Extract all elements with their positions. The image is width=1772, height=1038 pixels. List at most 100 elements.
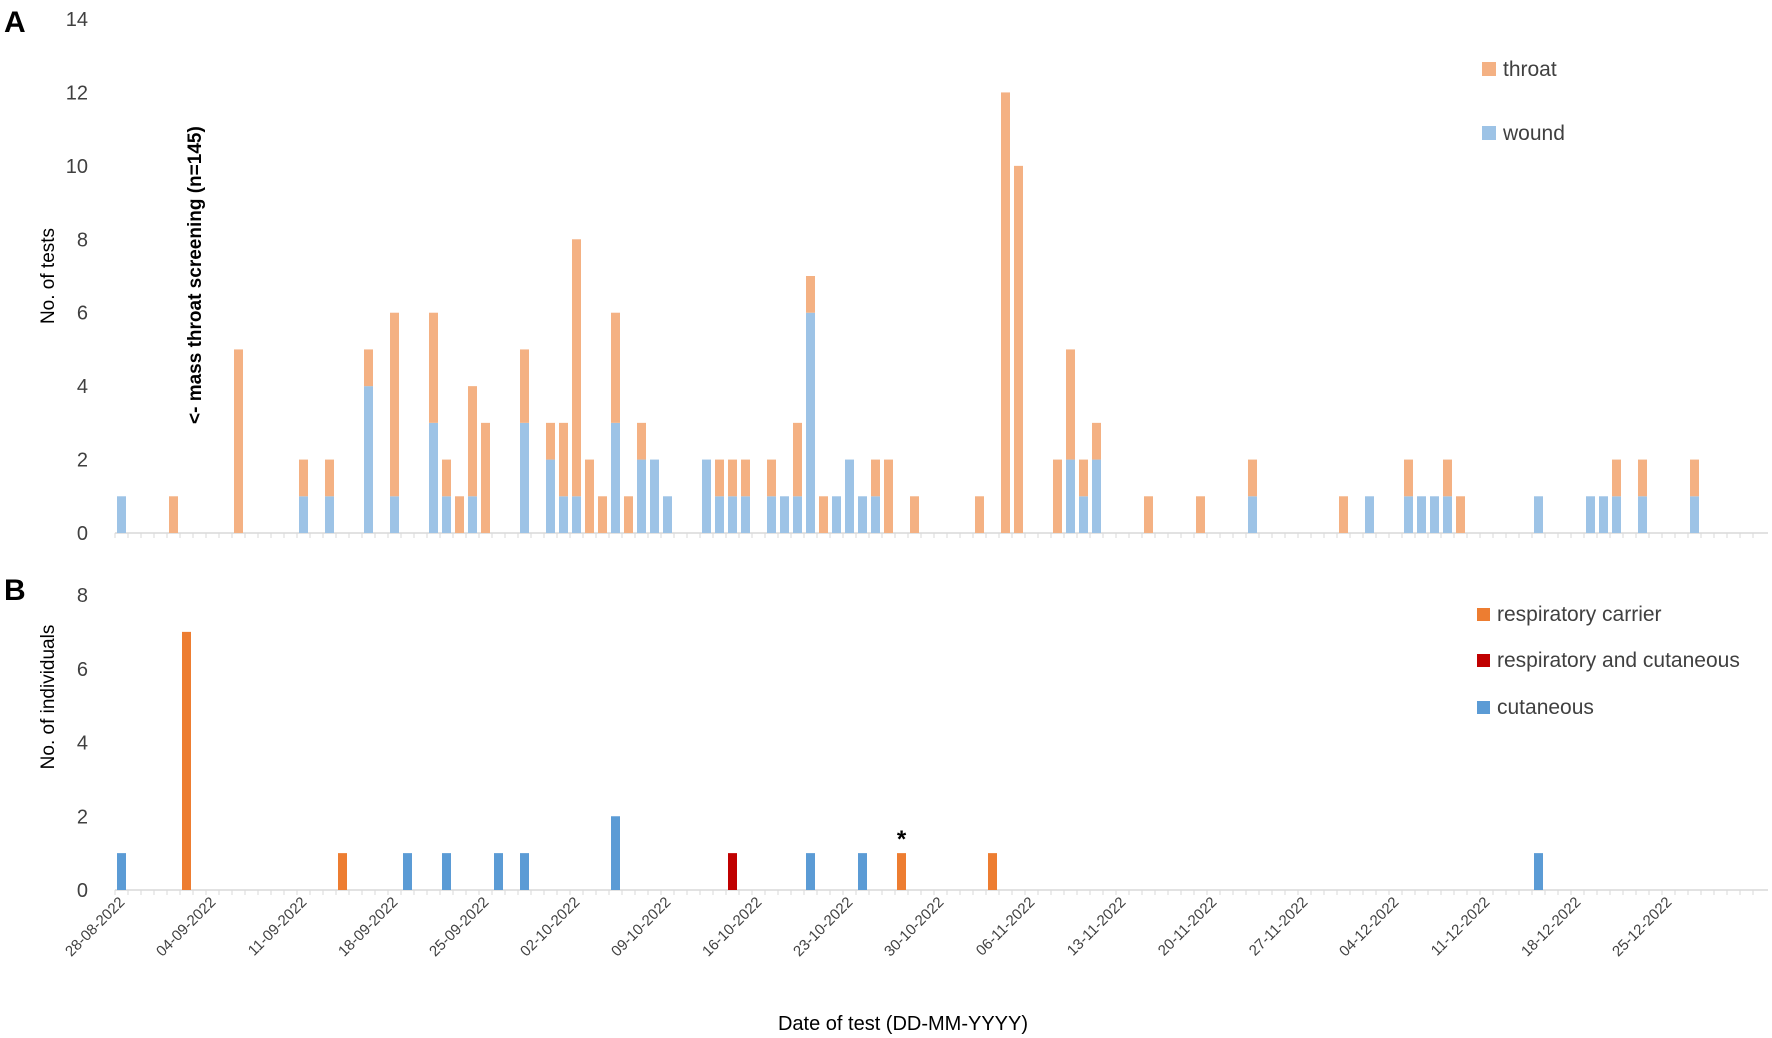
bar-throat xyxy=(1196,496,1205,533)
bar-wound xyxy=(715,496,724,533)
bar-throat xyxy=(1690,459,1699,497)
bar-throat xyxy=(429,312,438,423)
bar-throat xyxy=(728,459,737,497)
panel-a-axes: 0 2 4 6 8 10 12 14 xyxy=(66,9,1768,545)
panel-b-y-tick-label: 8 xyxy=(77,585,88,607)
panel-a-y-tick-label: 6 xyxy=(77,303,88,325)
bar-cutaneous xyxy=(494,853,503,890)
bar-throat xyxy=(975,496,984,533)
bar-throat xyxy=(390,312,399,497)
bar-wound xyxy=(832,496,841,533)
bar-wound xyxy=(1599,496,1608,533)
bar-wound xyxy=(650,459,659,533)
x-tick-label: 13-11-2022 xyxy=(1064,894,1129,959)
bar-cutaneous xyxy=(858,853,867,890)
bar-throat xyxy=(1066,349,1075,460)
panel-b-axes: 0 2 4 6 8 xyxy=(77,585,1768,902)
bar-throat xyxy=(884,459,893,533)
panel-b-y-tick-label: 4 xyxy=(77,733,88,755)
legend-swatch-wound xyxy=(1482,126,1496,140)
bar-throat xyxy=(1144,496,1153,533)
bar-wound xyxy=(559,496,568,533)
legend-label-respiratory-carrier: respiratory carrier xyxy=(1497,603,1662,626)
bar-wound xyxy=(1586,496,1595,533)
bar-cutaneous xyxy=(117,853,126,890)
bar-wound xyxy=(858,496,867,533)
star-annotation: * xyxy=(897,826,907,853)
legend-swatch-throat xyxy=(1482,62,1496,76)
bar-throat xyxy=(741,459,750,497)
x-tick-label: 25-12-2022 xyxy=(1609,894,1675,960)
x-tick-label: 30-10-2022 xyxy=(881,894,947,960)
bar-throat xyxy=(585,459,594,533)
bar-throat xyxy=(598,496,607,533)
bar-wound xyxy=(611,422,620,533)
x-tick-label: 04-12-2022 xyxy=(1336,894,1402,960)
bar-wound xyxy=(572,496,581,533)
x-tick-label: 04-09-2022 xyxy=(153,894,219,960)
bar-wound xyxy=(1430,496,1439,533)
panel-a-bars xyxy=(117,92,1699,533)
legend-label-wound: wound xyxy=(1502,122,1565,145)
bar-throat xyxy=(1014,165,1023,533)
x-tick-labels: 28-08-2022 04-09-2022 11-09-2022 18-09-2022… xyxy=(62,894,1675,960)
x-tick-label: 02-10-2022 xyxy=(517,894,583,960)
panel-b-bars xyxy=(117,631,1543,890)
panel-a-y-tick-label: 0 xyxy=(77,523,88,545)
bar-throat xyxy=(611,312,620,423)
bar-cutaneous xyxy=(1534,853,1543,890)
bar-throat xyxy=(325,459,334,497)
panel-a-y-tick-label: 8 xyxy=(77,229,88,251)
panel-a-label: A xyxy=(4,6,26,39)
bar-throat xyxy=(520,349,529,423)
bar-throat xyxy=(1092,422,1101,460)
bar-wound xyxy=(780,496,789,533)
bar-throat xyxy=(1001,92,1010,533)
bar-throat xyxy=(793,422,802,497)
legend-a: throat wound xyxy=(1482,58,1565,145)
mass-screening-annotation: <- mass throat screening (n=145) xyxy=(185,126,206,424)
bar-throat xyxy=(481,422,490,533)
bar-wound xyxy=(663,496,672,533)
bar-throat xyxy=(559,422,568,497)
panel-a-y-axis-title: No. of tests xyxy=(38,228,59,324)
x-axis-title: Date of test (DD-MM-YYYY) xyxy=(778,1013,1028,1035)
bar-throat xyxy=(1404,459,1413,497)
panel-b-y-axis-title: No. of individuals xyxy=(38,625,59,770)
bar-wound xyxy=(1079,496,1088,533)
bar-throat xyxy=(299,459,308,497)
bar-wound xyxy=(637,459,646,533)
bar-respiratory-and-cutaneous xyxy=(728,853,737,890)
x-tick-label: 16-10-2022 xyxy=(699,894,765,960)
x-tick-label: 18-12-2022 xyxy=(1518,894,1584,960)
x-tick-label: 11-09-2022 xyxy=(245,894,310,959)
bar-wound xyxy=(117,496,126,533)
bar-wound xyxy=(429,422,438,533)
bar-wound xyxy=(1638,496,1647,533)
bar-respiratory-carrier xyxy=(182,631,191,890)
bar-wound xyxy=(1612,496,1621,533)
bar-wound xyxy=(767,496,776,533)
bar-wound xyxy=(1690,496,1699,533)
bar-throat xyxy=(910,496,919,533)
bar-throat xyxy=(1443,459,1452,497)
bar-throat xyxy=(1339,496,1348,533)
bar-wound xyxy=(1248,496,1257,533)
x-tick-label: 25-09-2022 xyxy=(426,894,492,960)
bar-wound xyxy=(325,496,334,533)
panel-a-y-tick-label: 14 xyxy=(66,9,88,31)
panel-b-label: B xyxy=(4,574,26,607)
x-tick-label: 06-11-2022 xyxy=(973,894,1038,959)
bar-throat xyxy=(455,496,464,533)
bar-wound xyxy=(1404,496,1413,533)
x-tick-label: 23-10-2022 xyxy=(790,894,856,960)
legend-label-cutaneous: cutaneous xyxy=(1497,696,1594,719)
bar-throat xyxy=(364,349,373,387)
bar-throat xyxy=(624,496,633,533)
bar-throat xyxy=(637,422,646,460)
bar-wound xyxy=(1365,496,1374,533)
bar-throat xyxy=(1638,459,1647,497)
bar-wound xyxy=(442,496,451,533)
panel-a-y-tick-label: 12 xyxy=(66,82,88,104)
bar-wound xyxy=(468,496,477,533)
